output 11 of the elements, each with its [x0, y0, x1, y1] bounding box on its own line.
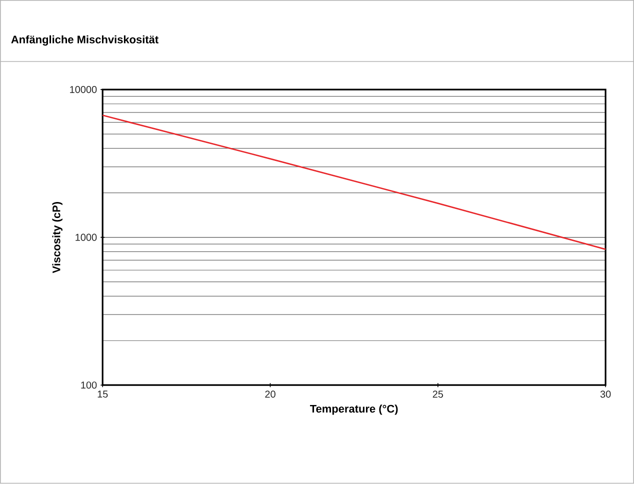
y-axis-title: Viscosity (cP)	[52, 202, 62, 274]
x-tick-label: 30	[600, 390, 611, 398]
y-tick-label: 100	[81, 382, 97, 389]
chart-title: Anfängliche Mischviskosität	[11, 35, 158, 46]
x-tick-label: 20	[265, 390, 276, 398]
line-series	[102, 114, 606, 250]
x-tick-label: 25	[432, 390, 444, 398]
x-axis-title: Temperature (°C)	[310, 404, 398, 415]
y-tick-label: 1000	[76, 234, 97, 241]
y-tick-label: 10000	[70, 86, 97, 94]
x-tick-label: 15	[98, 390, 108, 398]
